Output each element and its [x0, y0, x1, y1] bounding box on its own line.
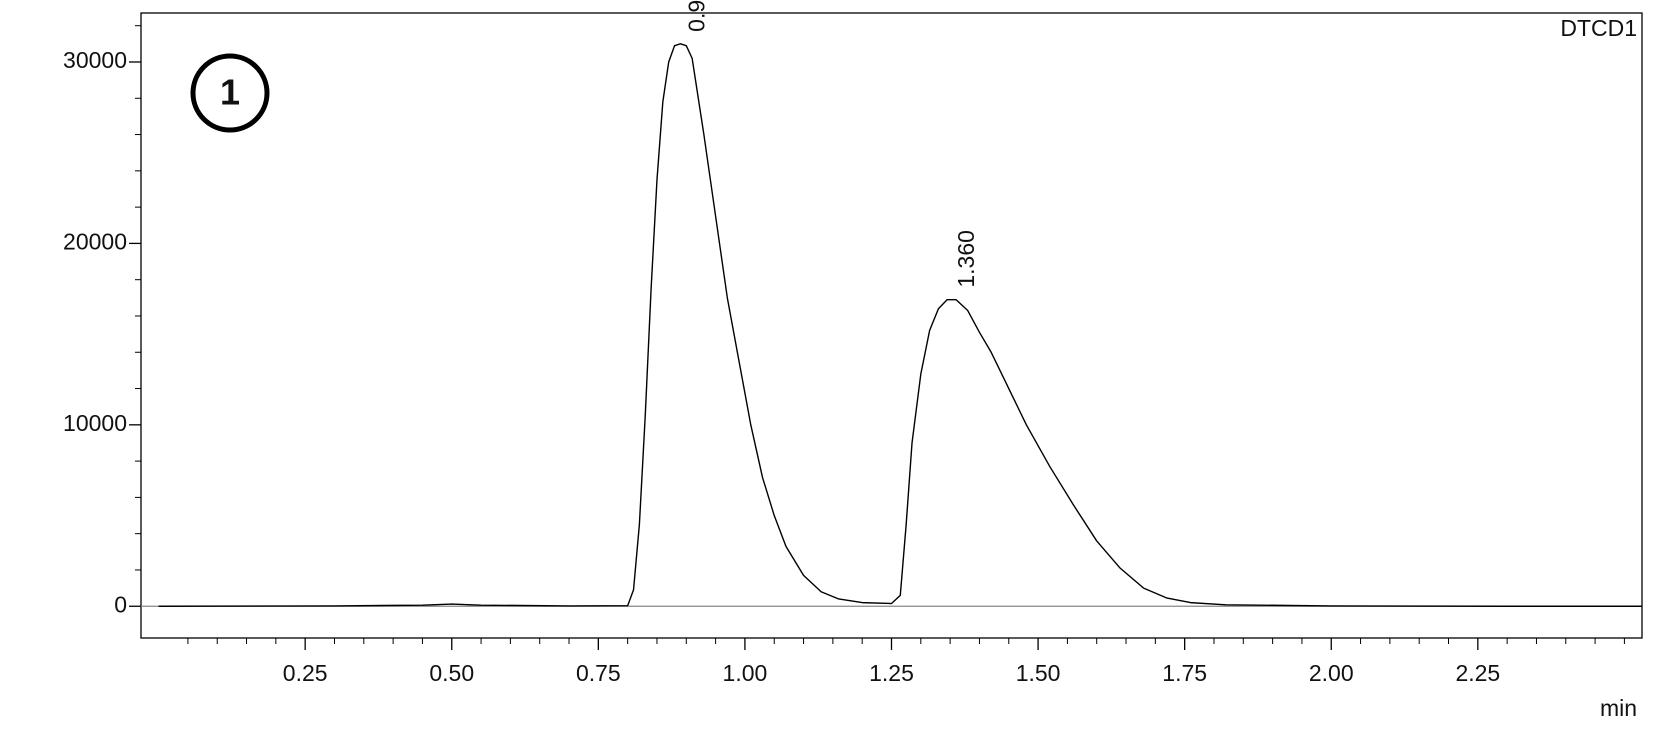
panel-label: 1 [220, 72, 240, 113]
x-tick-label: 2.25 [1455, 660, 1500, 686]
series-label: DTCD1 [1560, 15, 1637, 41]
panel-badge [190, 53, 270, 133]
y-tick-label: 20000 [63, 228, 127, 254]
x-axis-label: min [1600, 695, 1637, 721]
x-tick-label: 1.25 [869, 660, 914, 686]
y-tick-label: 10000 [63, 410, 127, 436]
y-tick-label: 30000 [63, 47, 127, 73]
peak-label: 1.360 [953, 230, 979, 288]
x-tick-label: 1.00 [723, 660, 768, 686]
x-tick-label: 1.75 [1162, 660, 1207, 686]
peak-label: 0.900 [683, 0, 709, 32]
signal-line [158, 43, 1642, 607]
x-tick-label: 0.25 [283, 660, 328, 686]
y-tick-label: 0 [114, 591, 127, 617]
x-tick-label: 0.50 [429, 660, 474, 686]
x-tick-label: 1.50 [1016, 660, 1061, 686]
x-tick-label: 2.00 [1309, 660, 1354, 686]
x-tick-label: 0.75 [576, 660, 621, 686]
